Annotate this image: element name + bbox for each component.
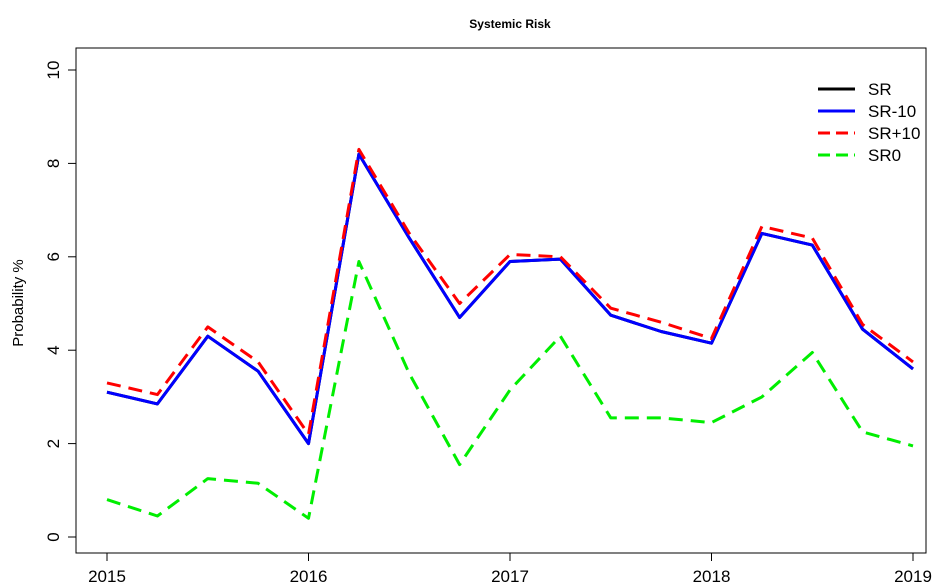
plot-frame [75, 47, 927, 554]
series-line-sr [106, 152, 914, 446]
axes: 2015 2016 2017 2018 2019 0 2 4 6 8 10 [44, 61, 932, 584]
chart-title: Systemic Risk [469, 17, 551, 31]
series-line-sr0 [106, 260, 914, 520]
x-tick-label: 2016 [290, 567, 328, 584]
legend: SR SR-10 SR+10 SR0 [818, 80, 920, 165]
y-tick-label: 0 [44, 532, 63, 541]
legend-label: SR+10 [868, 124, 920, 143]
series-line-sr-10 [106, 147, 914, 436]
y-axis-label: Probability % [10, 259, 27, 347]
y-tick-label: 8 [44, 159, 63, 168]
legend-label: SR-10 [868, 102, 916, 121]
y-tick-label: 6 [44, 252, 63, 261]
legend-label: SR0 [868, 146, 901, 165]
x-tick-label: 2019 [894, 567, 932, 584]
x-tick-label: 2018 [693, 567, 731, 584]
y-tick-label: 2 [44, 439, 63, 448]
y-tick-label: 4 [44, 345, 63, 354]
y-tick-label: 10 [44, 61, 63, 80]
x-tick-label: 2017 [491, 567, 529, 584]
series-lines [106, 147, 914, 520]
legend-label: SR [868, 80, 892, 99]
x-tick-label: 2015 [88, 567, 126, 584]
series-line-sr-10 [106, 152, 914, 446]
